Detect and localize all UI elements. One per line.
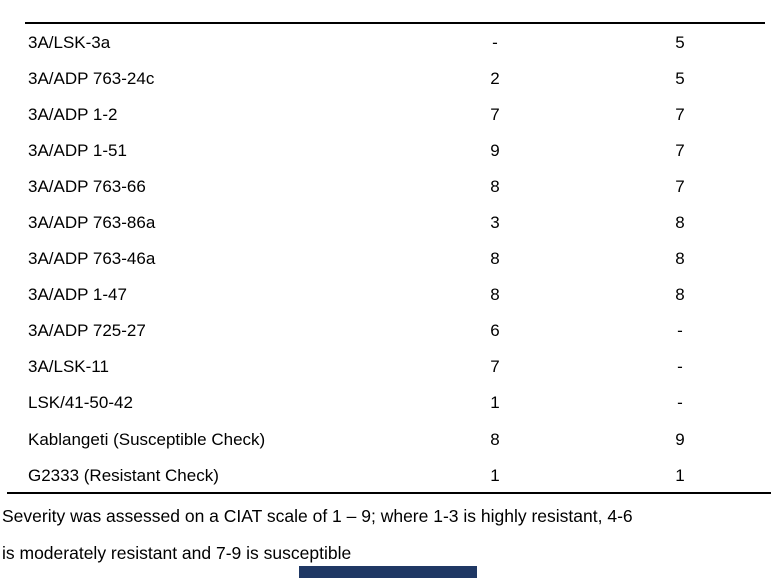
table-row: 3A/LSK-3a - 5 [0, 24, 778, 60]
table-row: 3A/ADP 763-46a 8 8 [0, 241, 778, 277]
severity-value-col1: 1 [490, 393, 500, 413]
severity-value-col1: 8 [490, 429, 500, 449]
table-row: 3A/ADP 725-27 6 - [0, 313, 778, 349]
severity-value-col2: 1 [675, 465, 685, 485]
severity-value-col1: 7 [490, 357, 500, 377]
severity-value-col2: 7 [675, 140, 685, 160]
severity-value-col1: 6 [490, 321, 500, 341]
table-row: G2333 (Resistant Check) 1 1 [0, 457, 778, 493]
genotype-label: 3A/ADP 763-24c [28, 68, 155, 88]
severity-value-col1: 3 [490, 213, 500, 233]
table-footnote: Severity was assessed on a CIAT scale of… [2, 498, 776, 572]
table-row: 3A/LSK-11 7 - [0, 349, 778, 385]
severity-value-col1: 8 [490, 176, 500, 196]
severity-value-col1: 8 [490, 249, 500, 269]
table-bottom-rule [7, 492, 771, 494]
severity-value-col1: 7 [490, 104, 500, 124]
severity-value-col2: 8 [675, 213, 685, 233]
footnote-line-2: is moderately resistant and 7-9 is susce… [2, 543, 352, 563]
genotype-label: LSK/41-50-42 [28, 393, 133, 413]
table-top-rule [25, 22, 765, 24]
genotype-label: 3A/ADP 1-2 [28, 104, 118, 124]
genotype-label: G2333 (Resistant Check) [28, 465, 219, 485]
genotype-label: 3A/ADP 763-66 [28, 176, 146, 196]
severity-value-col2: 7 [675, 176, 685, 196]
severity-value-col1: 9 [490, 140, 500, 160]
genotype-label: 3A/ADP 763-46a [28, 249, 156, 269]
genotype-label: 3A/ADP 1-47 [28, 285, 127, 305]
severity-value-col1: 1 [490, 465, 500, 485]
severity-value-col2: 5 [675, 32, 685, 52]
bottom-accent-bar [299, 566, 477, 578]
genotype-label: 3A/ADP 763-86a [28, 213, 156, 233]
severity-value-col2: 5 [675, 68, 685, 88]
genotype-label: Kablangeti (Susceptible Check) [28, 429, 266, 449]
table-row: 3A/ADP 1-2 7 7 [0, 96, 778, 132]
severity-value-col1: - [492, 32, 498, 52]
table-body: 3A/LSK-3a -5 3A/ADP 763-24c 2 5 3A/ADP 1-2 7 7 3… [0, 24, 778, 493]
footnote-line-1: Severity was assessed on a CIAT scale of… [2, 506, 633, 526]
severity-value-col2: 8 [675, 249, 685, 269]
table-row: 3A/ADP 763-86a 3 8 [0, 204, 778, 240]
table-row: 3A/ADP 763-66 8 7 [0, 168, 778, 204]
severity-value-col1: 2 [490, 68, 500, 88]
genotype-label: 3A/ADP 725-27 [28, 321, 146, 341]
table-row: 3A/ADP 1-47 8 8 [0, 277, 778, 313]
severity-value-col2: 8 [675, 285, 685, 305]
genotype-label: 3A/LSK-3a [28, 32, 111, 52]
table-row: Kablangeti (Susceptible Check) 8 9 [0, 421, 778, 457]
severity-value-col2: - [677, 321, 683, 341]
severity-value-col1: 8 [490, 285, 500, 305]
severity-value-col2: - [677, 393, 683, 413]
severity-value-col2: 7 [675, 104, 685, 124]
genotype-label: 3A/ADP 1-51 [28, 140, 127, 160]
severity-value-col2: 9 [675, 429, 685, 449]
genotype-label: 3A/LSK-11 [28, 357, 109, 377]
table-row: LSK/41-50-42 1 - [0, 385, 778, 421]
severity-value-col2: - [677, 357, 683, 377]
table-row: 3A/ADP 763-24c 2 5 [0, 60, 778, 96]
table-row: 3A/ADP 1-51 9 7 [0, 132, 778, 168]
